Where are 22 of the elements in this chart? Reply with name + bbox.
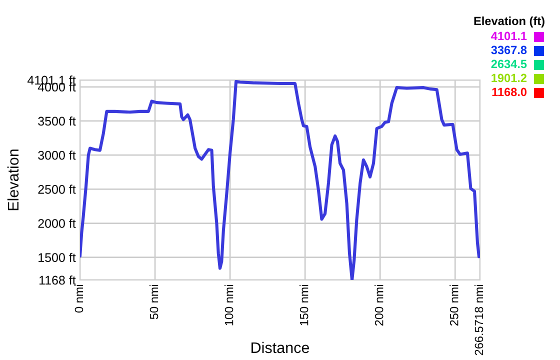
y-tick-label: 2500 ft [38,184,76,194]
color-bar-label: 2634.5 [491,60,527,68]
color-bar-label: 1168.0 [492,88,527,96]
color-bar-title: Elevation (ft) [474,16,544,28]
x-axis-title: Distance [252,342,310,354]
line-series [80,80,480,280]
color-bar-label: 1901.2 [492,74,527,82]
color-bar-label: 3367.8 [491,46,527,54]
y-tick-label: 2000 ft [38,218,76,228]
x-tick-label: 100 nmi [224,284,234,326]
x-tick-label: 50 nmi [150,284,158,320]
x-tick-label: 150 nmi [300,284,308,326]
x-tick-label: 0 nmi [74,284,84,313]
y-tick-label: 3000 ft [38,150,76,160]
y-tick-label: 1168 ft [39,275,76,285]
y-tick-label: 1500 ft [38,252,76,262]
x-tick-label: 200 nmi [374,284,384,326]
x-tick-label: 266.5718 nmi [474,284,484,356]
color-bar-label: 4101.1 [491,32,527,40]
y-axis-title: Elevation [7,150,19,210]
y-tick-label: 3500 ft [38,116,76,126]
x-tick-label: 250 nmi [450,284,458,326]
